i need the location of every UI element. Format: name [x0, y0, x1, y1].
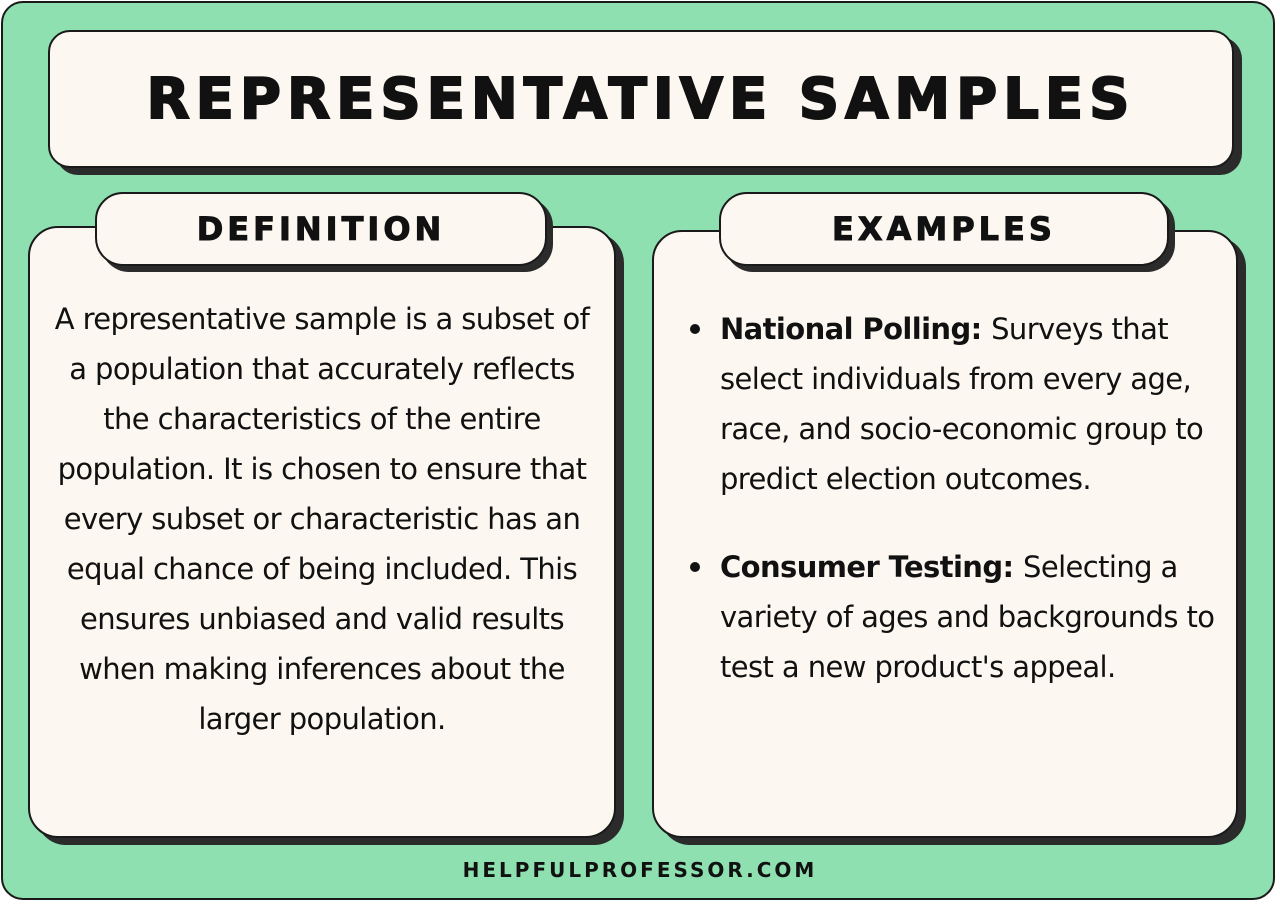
- definition-text: A representative sample is a subset of a…: [54, 302, 590, 736]
- example-text: Surveys that select individuals from eve…: [720, 312, 1204, 496]
- example-item: National Polling: Surveys that select in…: [684, 304, 1224, 504]
- bullet-icon: [690, 324, 700, 334]
- examples-panel: [652, 230, 1238, 838]
- bullet-icon: [690, 562, 700, 572]
- examples-heading: EXAMPLES: [832, 210, 1056, 249]
- example-title: National Polling:: [720, 312, 992, 346]
- example-text: Selecting a variety of ages and backgrou…: [720, 550, 1215, 684]
- footer-site-name: HELPFULPROFESSOR.COM: [462, 858, 818, 882]
- examples-heading-tab: EXAMPLES: [719, 192, 1169, 266]
- example-title: Consumer Testing:: [720, 550, 1024, 584]
- page-title: REPRESENTATIVE SAMPLES: [146, 66, 1136, 133]
- example-item: Consumer Testing: Selecting a variety of…: [684, 542, 1224, 692]
- examples-list: National Polling: Surveys that select in…: [684, 304, 1224, 692]
- definition-heading-tab: DEFINITION: [95, 192, 547, 266]
- title-banner: REPRESENTATIVE SAMPLES: [48, 30, 1234, 168]
- definition-heading: DEFINITION: [196, 210, 446, 249]
- definition-panel: [28, 226, 616, 838]
